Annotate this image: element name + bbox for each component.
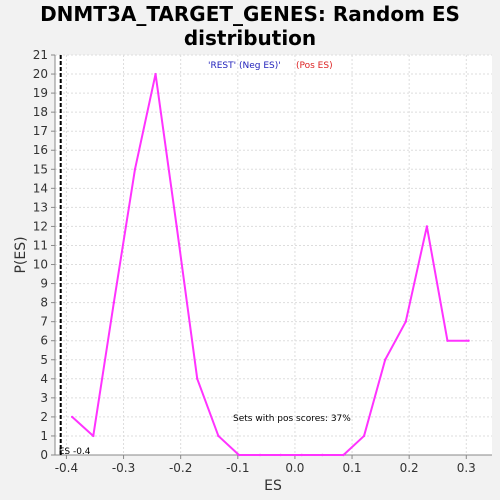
- data-point: [196, 377, 199, 381]
- data-point: [133, 168, 137, 171]
- data-point: [383, 358, 387, 361]
- es-distribution-line: [71, 73, 469, 456]
- y-tick-label: 6: [40, 334, 48, 348]
- y-tick-label: 20: [33, 67, 48, 81]
- es-marker-label: ES -0.4: [59, 447, 91, 457]
- y-tick-label: 21: [33, 48, 48, 62]
- x-axis-ticks: -0.4 -0.3 -0.2 -0.1 0.0 0.1 0.2 0.3: [55, 455, 476, 475]
- y-tick-label: 19: [33, 86, 48, 100]
- y-tick-label: 14: [33, 181, 48, 195]
- data-point: [300, 453, 303, 457]
- data-point: [321, 453, 324, 457]
- y-tick-label: 8: [40, 296, 48, 310]
- data-point: [258, 453, 262, 457]
- y-tick-label: 4: [40, 372, 48, 386]
- data-point: [112, 301, 116, 304]
- y-tick-label: 2: [40, 410, 48, 424]
- data-point: [154, 72, 157, 76]
- y-tick-label: 18: [33, 105, 48, 119]
- data-point: [70, 415, 74, 419]
- series-group: [70, 72, 470, 457]
- data-point: [217, 434, 220, 438]
- x-tick-label: -0.1: [226, 461, 249, 475]
- y-tick-label: 10: [33, 258, 48, 272]
- legend-pos-label: (Pos ES): [296, 61, 333, 71]
- data-point: [342, 453, 345, 457]
- data-point: [446, 339, 449, 342]
- x-tick-label: -0.2: [169, 461, 192, 475]
- y-axis-label: P(ES): [13, 236, 29, 273]
- y-tick-label: 3: [40, 391, 48, 405]
- chart-title: DNMT3A_TARGET_GENES: Random ES distribut…: [0, 2, 500, 50]
- plot-area: [55, 55, 492, 455]
- y-tick-label: 16: [33, 143, 48, 157]
- chart-title-line1: DNMT3A_TARGET_GENES: Random ES: [40, 2, 460, 26]
- x-tick-label: -0.3: [112, 461, 135, 475]
- y-tick-label: 11: [33, 238, 48, 252]
- legend-neg-label: 'REST' (Neg ES)': [208, 61, 281, 71]
- y-tick-label: 5: [40, 353, 48, 367]
- data-point: [362, 434, 366, 438]
- data-point: [92, 434, 95, 438]
- y-tick-label: 7: [40, 315, 48, 329]
- y-tick-label: 9: [40, 277, 48, 291]
- x-tick-label: 0.1: [342, 461, 361, 475]
- y-tick-label: 15: [33, 162, 48, 176]
- x-tick-label: 0.0: [285, 461, 304, 475]
- y-tick-label: 1: [40, 429, 48, 443]
- data-point: [175, 225, 178, 228]
- y-tick-label: 0: [40, 448, 48, 462]
- y-tick-label: 17: [33, 124, 48, 138]
- data-point: [279, 453, 282, 457]
- x-tick-label: 0.2: [400, 461, 419, 475]
- y-tick-label: 13: [33, 200, 48, 214]
- x-axis-label: ES: [264, 478, 282, 494]
- data-point: [425, 225, 429, 228]
- y-tick-label: 12: [33, 219, 48, 233]
- x-tick-label: -0.4: [55, 461, 78, 475]
- data-point: [237, 453, 241, 457]
- data-point: [467, 339, 470, 342]
- data-point: [404, 320, 407, 323]
- grid-lines: [55, 54, 492, 456]
- x-tick-label: 0.3: [457, 461, 476, 475]
- pos-score-annotation: Sets with pos scores: 37%: [233, 414, 351, 424]
- chart-title-line2: distribution: [183, 26, 317, 50]
- es-marker-group: ES -0.4: [59, 55, 91, 457]
